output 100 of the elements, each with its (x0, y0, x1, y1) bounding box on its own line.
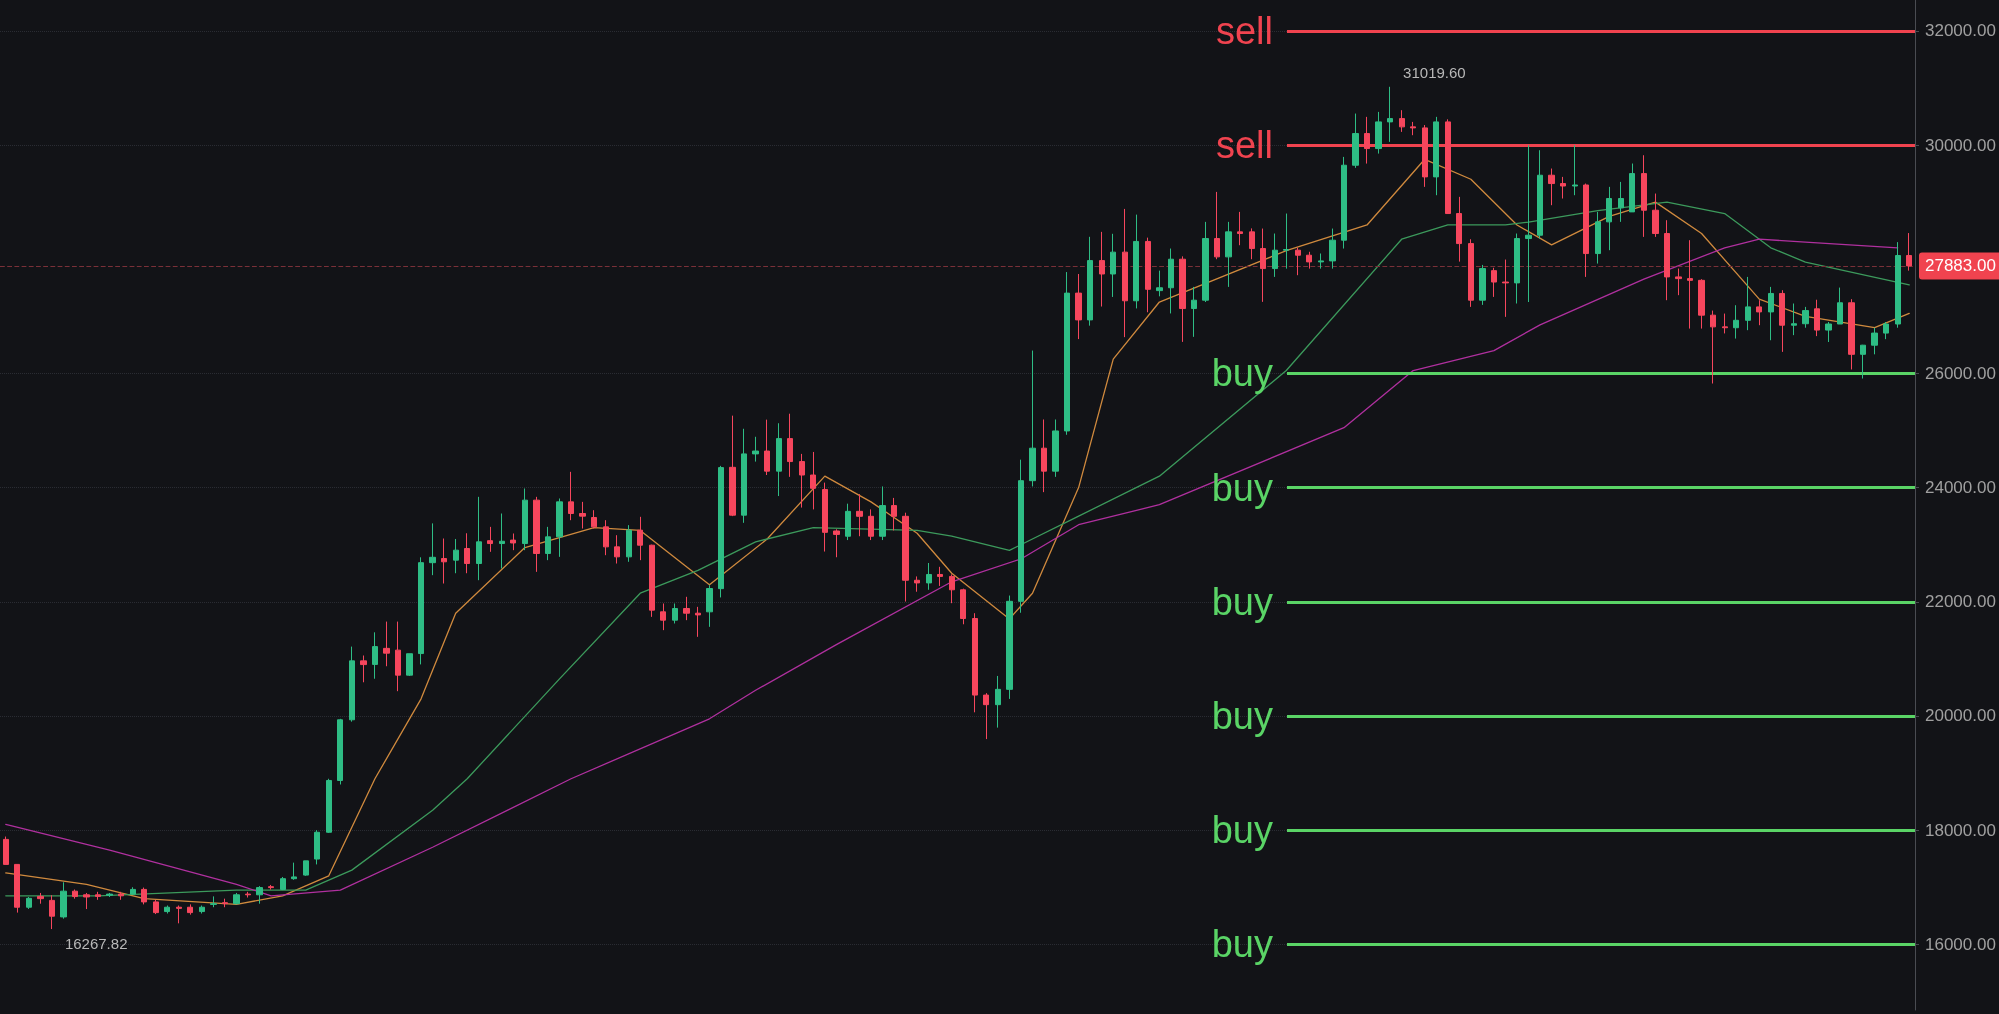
candlestick (776, 422, 782, 497)
candlestick (902, 512, 909, 603)
candlestick (626, 524, 632, 563)
candlestick (60, 881, 67, 920)
candlestick (1052, 418, 1059, 478)
candlestick (372, 631, 378, 680)
candlestick (1572, 144, 1578, 196)
ref-line-label: sell (1215, 124, 1273, 167)
candlestick (1791, 303, 1797, 336)
candlestick (787, 413, 793, 478)
candlestick (453, 538, 459, 574)
y-tick-label: 20000.00 (1925, 706, 1996, 726)
candlestick (1687, 239, 1693, 330)
y-tick-label: 18000.00 (1925, 820, 1996, 840)
candlestick (187, 903, 193, 916)
candlestick (1468, 238, 1474, 308)
y-tick-label: 32000.00 (1925, 21, 1996, 41)
candlestick (856, 493, 863, 537)
candlestick (1329, 228, 1336, 270)
candlestick (510, 532, 516, 551)
candlestick (649, 544, 655, 618)
candlestick (303, 860, 309, 877)
candlestick (1906, 232, 1912, 272)
y-tick-label: 26000.00 (1925, 363, 1996, 383)
candlestick (822, 482, 828, 553)
candlestick (1502, 259, 1509, 318)
candlestick (1652, 193, 1659, 238)
candlestick (1387, 86, 1393, 143)
candlestick (1249, 227, 1255, 260)
candlestick (1179, 255, 1186, 343)
candlestick (337, 718, 343, 785)
candlestick (718, 465, 724, 598)
candlestick (591, 509, 597, 530)
candlestick (314, 829, 320, 865)
candlestick (1099, 231, 1105, 308)
candlestick (1491, 267, 1497, 298)
candlestick (1375, 111, 1382, 155)
candlestick (1214, 191, 1220, 260)
candlestick (199, 905, 205, 915)
candlestick (1422, 124, 1428, 188)
candlestick (72, 889, 78, 900)
candlestick (1029, 350, 1036, 487)
candlestick (937, 566, 943, 587)
candlestick (810, 451, 816, 510)
candlestick (130, 886, 136, 896)
candlestick (1641, 154, 1647, 238)
candlestick (1399, 109, 1405, 133)
candlestick (960, 588, 966, 625)
candlestick (1745, 276, 1751, 331)
candlestick (995, 675, 1001, 729)
candlestick (1087, 236, 1093, 327)
candlestick (1883, 321, 1889, 340)
candlestick (1871, 327, 1878, 355)
candlestick (1041, 418, 1047, 493)
candlestick (418, 556, 424, 665)
candlestick (1156, 270, 1163, 297)
candlestick (1860, 344, 1866, 380)
candlestick (499, 513, 505, 569)
candlestick (49, 894, 55, 930)
candlestick (1225, 221, 1232, 288)
candlestick (210, 895, 217, 908)
candlestick (1733, 304, 1739, 340)
candlestick (176, 905, 182, 924)
candlestick (1606, 186, 1612, 251)
candlestick (1075, 273, 1082, 340)
candlestick (845, 503, 851, 541)
candlestick (95, 891, 101, 901)
candlestick (1848, 298, 1855, 370)
ref-line-label: buy (1211, 923, 1273, 966)
candlestick (1318, 253, 1324, 270)
candlestick (1895, 241, 1901, 329)
candlestick (395, 621, 401, 692)
candlestick (1814, 299, 1820, 337)
ref-line-label: buy (1211, 694, 1273, 737)
candlestick (83, 892, 90, 910)
candlestick (106, 892, 113, 898)
candlestick (1341, 156, 1347, 250)
candlestick (1006, 595, 1013, 700)
candlestick (949, 573, 955, 604)
candlestick (141, 887, 147, 905)
candlestick (1110, 233, 1116, 298)
candlestick (706, 584, 713, 628)
candlestick (1514, 233, 1520, 305)
candlestick (683, 596, 690, 621)
y-tick-label: 24000.00 (1925, 478, 1996, 498)
candlestick (26, 896, 32, 910)
candlestick (360, 655, 367, 683)
candlestick (1168, 248, 1174, 314)
candlestick (1779, 289, 1785, 353)
candlestick (1445, 118, 1451, 215)
candlestick (637, 516, 643, 561)
candlestick (729, 415, 736, 517)
candlestick (1433, 116, 1439, 196)
annotation: 16267.82 (64, 934, 128, 952)
candlestick (222, 898, 228, 908)
candlestick (1756, 299, 1762, 326)
candlestick (1295, 247, 1301, 276)
candlestick (1479, 264, 1486, 306)
candlestick (233, 892, 240, 905)
y-tick-label: 22000.00 (1925, 592, 1996, 612)
